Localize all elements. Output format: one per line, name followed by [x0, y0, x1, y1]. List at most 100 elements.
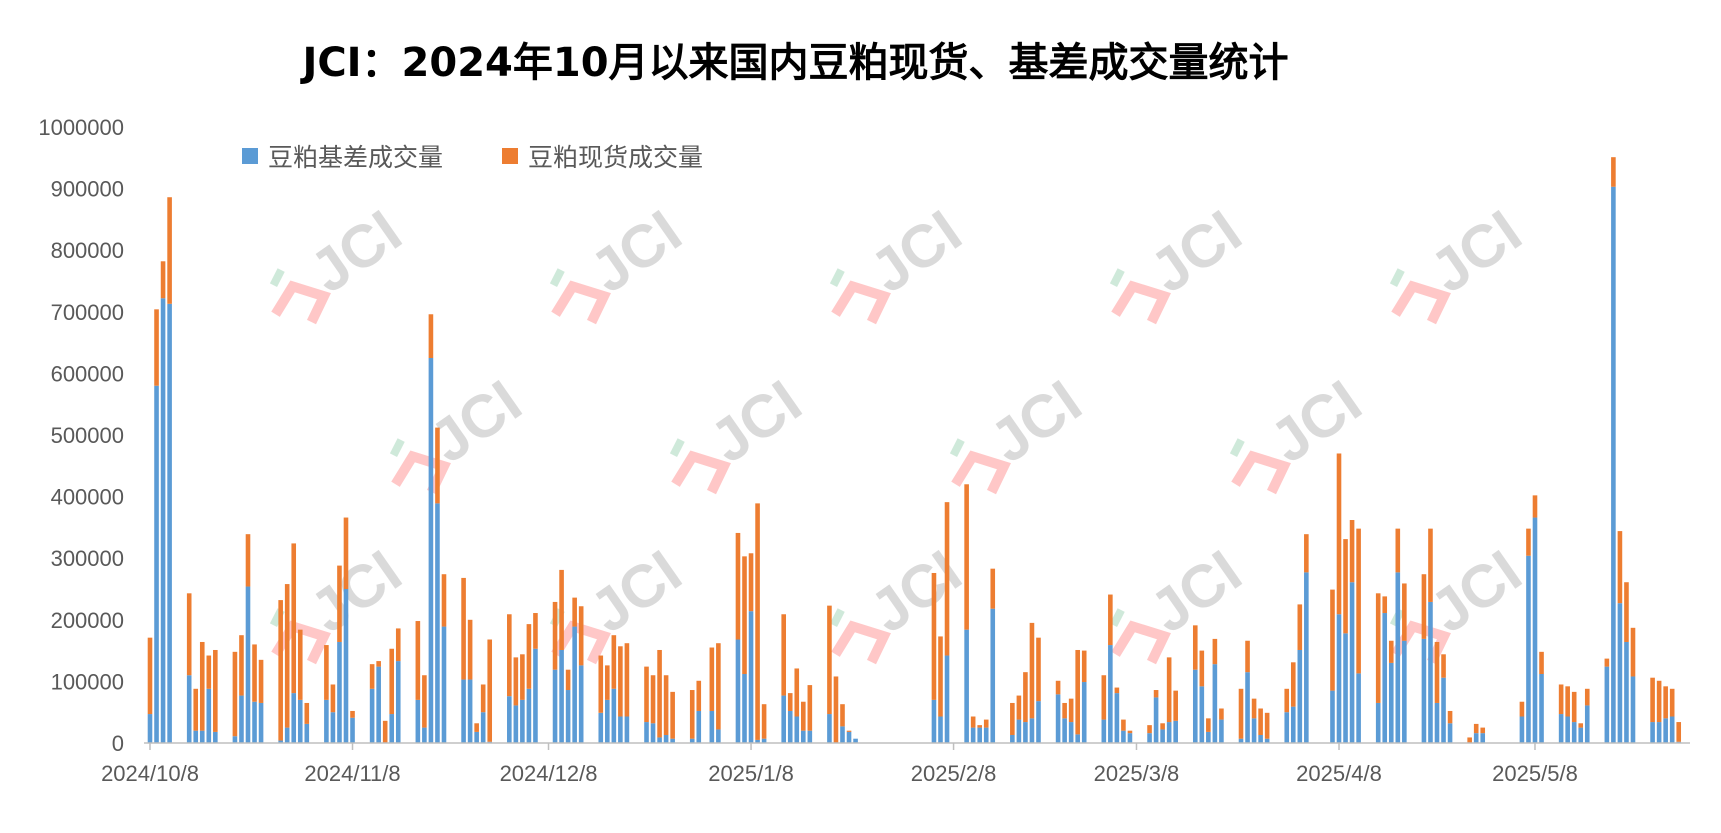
bar-basis-volume: [1101, 719, 1107, 743]
bar-basis-volume: [1153, 697, 1159, 743]
legend: 豆粕基差成交量 豆粕现货成交量: [242, 143, 703, 172]
bar-basis-volume: [1434, 702, 1440, 743]
bar-basis-volume: [964, 629, 969, 743]
bar-spot-volume: [977, 725, 982, 728]
watermark-mark-icon: [1111, 620, 1171, 665]
watermark-mark-icon: [551, 620, 611, 665]
bar-basis-volume: [1428, 601, 1433, 743]
bar-spot-volume: [441, 574, 447, 627]
watermark-logo: JCI: [389, 367, 533, 495]
bar-spot-volume: [1192, 625, 1198, 670]
bar-basis-volume: [990, 608, 996, 743]
bar-spot-volume: [1160, 723, 1165, 730]
bar-basis-volume: [977, 727, 982, 743]
bar-spot-volume: [395, 628, 401, 662]
bar-spot-volume: [1669, 688, 1675, 717]
bar-basis-volume: [232, 736, 238, 743]
bar-basis-volume: [1023, 722, 1028, 743]
bar-basis-volume: [160, 298, 166, 743]
bar-spot-volume: [167, 197, 172, 304]
watermark-mark-icon: [951, 450, 1011, 495]
bar-spot-volume: [160, 261, 166, 299]
bar-spot-volume: [1356, 528, 1361, 674]
bar-spot-volume: [1526, 528, 1531, 556]
bar-spot-volume: [1153, 690, 1159, 698]
bar-spot-volume: [1023, 672, 1028, 723]
x-tick-label: 2025/2/8: [911, 761, 997, 786]
watermark-mark-icon: [271, 620, 331, 665]
bar-basis-volume: [1532, 517, 1538, 743]
y-tick-label: 200000: [51, 608, 124, 633]
watermark-leaf-icon: [949, 438, 965, 457]
bar-spot-volume: [1055, 680, 1061, 695]
bar-spot-volume: [650, 675, 656, 724]
bar-spot-volume: [735, 532, 741, 640]
bar-spot-volume: [513, 657, 519, 706]
watermark-logo: JCI: [269, 537, 413, 665]
watermark-mark-icon: [831, 280, 891, 325]
bar-spot-volume: [1029, 622, 1035, 719]
watermark-logo: JCI: [1109, 537, 1253, 665]
x-tick-label: 2025/4/8: [1296, 761, 1382, 786]
bar-spot-volume: [611, 635, 617, 689]
bar-spot-volume: [644, 666, 649, 723]
bar-basis-volume: [755, 739, 760, 743]
bar-spot-volume: [657, 649, 662, 738]
bar-spot-volume: [1290, 662, 1296, 707]
bar-spot-volume: [199, 641, 205, 731]
y-tick-label: 400000: [51, 485, 124, 510]
bar-basis-volume: [1630, 676, 1636, 743]
bar-basis-volume: [239, 695, 244, 743]
bar-basis-volume: [389, 714, 395, 743]
bar-spot-volume: [565, 669, 571, 691]
bar-basis-volume: [395, 661, 401, 743]
bar-spot-volume: [376, 661, 381, 667]
bar-spot-volume: [1068, 698, 1074, 723]
bar-spot-volume: [1343, 539, 1348, 634]
bar-basis-volume: [1473, 733, 1479, 743]
bar-basis-volume: [1336, 614, 1342, 743]
legend-label-spot: 豆粕现货成交量: [528, 143, 703, 172]
bar-spot-volume: [827, 605, 832, 715]
bar-spot-volume: [716, 643, 721, 730]
bar-basis-volume: [846, 731, 852, 743]
bar-basis-volume: [1062, 718, 1067, 743]
bar-basis-volume: [1656, 722, 1662, 743]
bar-spot-volume: [846, 730, 852, 732]
bar-spot-volume: [520, 654, 525, 700]
bar-basis-volume: [1304, 572, 1309, 743]
bar-basis-volume: [343, 589, 349, 743]
bar-basis-volume: [1016, 719, 1022, 743]
bar-spot-volume: [1656, 680, 1662, 723]
y-axis: 0 100000 200000 300000 400000 500000 600000 700…: [38, 115, 124, 756]
bar-spot-volume: [1663, 686, 1668, 719]
bar-spot-volume: [507, 614, 512, 697]
bar-basis-volume: [1539, 674, 1544, 743]
bar-spot-volume: [1611, 157, 1616, 187]
bar-spot-volume: [1062, 702, 1067, 719]
bar-spot-volume: [1441, 654, 1446, 678]
bar-basis-volume: [193, 730, 199, 743]
bar-spot-volume: [605, 665, 610, 700]
watermark-mark-icon: [831, 620, 891, 665]
bar-spot-volume: [343, 517, 349, 589]
watermark-mark-icon: [1231, 450, 1291, 495]
bar-basis-volume: [1565, 716, 1570, 743]
bar-spot-volume: [1630, 627, 1636, 677]
bar-spot-volume: [1480, 727, 1486, 734]
bar-spot-volume: [709, 647, 715, 711]
watermark-logo: JCI: [669, 367, 813, 495]
bar-spot-volume: [1304, 534, 1309, 573]
bar-spot-volume: [1251, 698, 1257, 719]
bar-spot-volume: [1212, 638, 1218, 665]
legend-label-basis: 豆粕基差成交量: [268, 143, 443, 172]
bar-spot-volume: [1532, 495, 1538, 518]
y-tick-label: 500000: [51, 423, 124, 448]
bar-spot-volume: [1578, 723, 1584, 728]
watermark-leaf-icon: [829, 608, 845, 627]
bar-basis-volume: [304, 723, 310, 743]
bar-basis-volume: [467, 679, 473, 743]
bar-basis-volume: [206, 688, 212, 743]
bar-basis-volume: [1238, 738, 1244, 743]
